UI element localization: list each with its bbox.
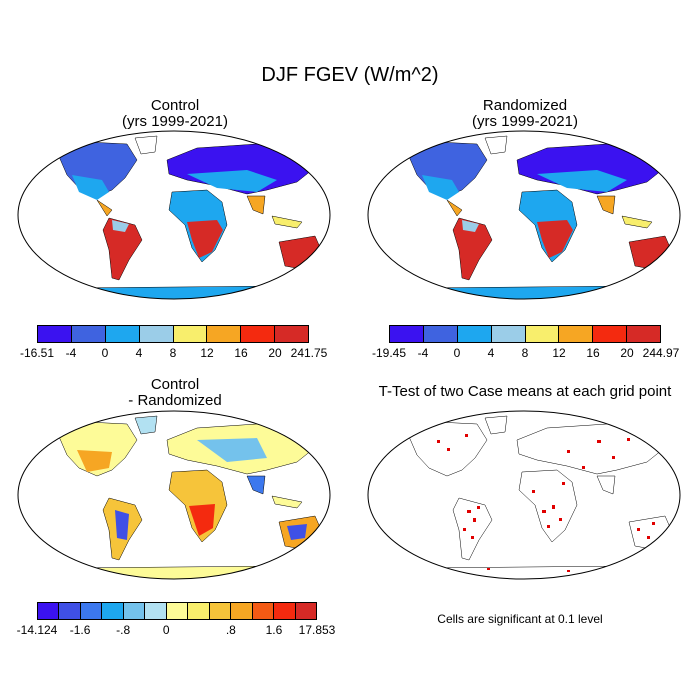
colorbar-swatch [166,603,189,619]
colorbar-swatch [390,326,424,342]
colorbar-tick-label: 0 [101,346,109,360]
colorbar-swatch [105,326,140,342]
colorbar-swatch [559,326,594,342]
colorbar-tick-label: -4 [417,346,429,360]
panel-title-line1: T-Test of two Case means at each grid po… [378,383,672,400]
colorbar-randomized [389,325,661,343]
colorbar-swatch [231,603,253,619]
colorbar-tick-label: 1.6 [265,623,283,637]
colorbar-swatch [59,603,81,619]
colorbar-difference-labels: -14.124 -1.6 -.8 0 .8 1.6 17.853 [17,623,336,639]
panel-title-control: Control (yrs 1999-2021) [10,98,340,130]
colorbar-tick-label: .8 [225,623,236,637]
colorbar-swatch [525,326,560,342]
colorbar-swatch [188,603,210,619]
colorbar-swatch [491,326,526,342]
colorbar-swatch [123,603,146,619]
colorbar-tick-label: 0 [162,623,170,637]
colorbar-swatch [627,326,660,342]
colorbar-tick-label: 20 [620,346,634,360]
colorbar-control-labels: -16.51 -4 0 4 8 12 16 20 241.75 [20,346,327,362]
colorbar-tick-label: -1.6 [69,623,91,637]
panel-title-line2: - Randomized [128,392,222,409]
colorbar-tick-label: 0 [453,346,461,360]
colorbar-swatch [80,603,103,619]
colorbar-swatch [241,326,276,342]
colorbar-tick-label: -16.51 [19,346,55,360]
panel-title-line1: Randomized [482,97,568,114]
colorbar-swatch [252,603,275,619]
panel-title-difference: Control - Randomized [10,377,340,409]
colorbar-swatch [173,326,208,342]
colorbar-tick-label: 244.97 [642,346,680,360]
colorbar-tick-label: 17.853 [298,623,336,637]
colorbar-swatch [274,603,296,619]
colorbar-tick-label: 12 [552,346,566,360]
colorbar-swatch [145,603,167,619]
colorbar-tick-label: 4 [487,346,495,360]
colorbar-tick-label: -4 [65,346,77,360]
panel-title-ttest: T-Test of two Case means at each grid po… [353,384,697,400]
colorbar-swatch [295,603,317,619]
colorbar-swatch [457,326,492,342]
colorbar-swatch [423,326,458,342]
map-control [17,130,331,300]
colorbar-randomized-labels: -19.45 -4 0 4 8 12 16 20 244.97 [372,346,679,362]
colorbar-tick-label: -14.124 [16,623,58,637]
panel-title-line1: Control [150,376,200,393]
figure-title: DJF FGEV (W/m^2) [261,64,439,86]
panel-title-line2: (yrs 1999-2021) [122,113,228,130]
colorbar-swatch [207,326,242,342]
colorbar-swatch [102,603,124,619]
significance-note: Cells are significant at 0.1 level [437,612,603,626]
panel-title-line2: (yrs 1999-2021) [472,113,578,130]
colorbar-difference [37,602,317,620]
colorbar-swatch [209,603,232,619]
colorbar-tick-label: 241.75 [290,346,328,360]
colorbar-tick-label: 12 [200,346,214,360]
colorbar-tick-label: 20 [268,346,282,360]
map-randomized [367,130,681,300]
colorbar-tick-label: -.8 [116,623,131,637]
colorbar-swatch [38,603,60,619]
colorbar-tick-label: 4 [135,346,143,360]
panel-title-line1: Control [150,97,200,114]
colorbar-tick-label: 8 [169,346,177,360]
colorbar-swatch [38,326,72,342]
map-ttest [367,410,681,580]
map-difference [17,410,331,580]
colorbar-tick-label: 16 [234,346,248,360]
colorbar-swatch [275,326,308,342]
colorbar-control [37,325,309,343]
colorbar-swatch [71,326,106,342]
colorbar-tick-label: 16 [586,346,600,360]
colorbar-tick-label: -19.45 [371,346,407,360]
colorbar-tick-label: 8 [521,346,529,360]
colorbar-swatch [139,326,174,342]
panel-title-randomized: Randomized (yrs 1999-2021) [360,98,690,130]
colorbar-swatch [593,326,628,342]
